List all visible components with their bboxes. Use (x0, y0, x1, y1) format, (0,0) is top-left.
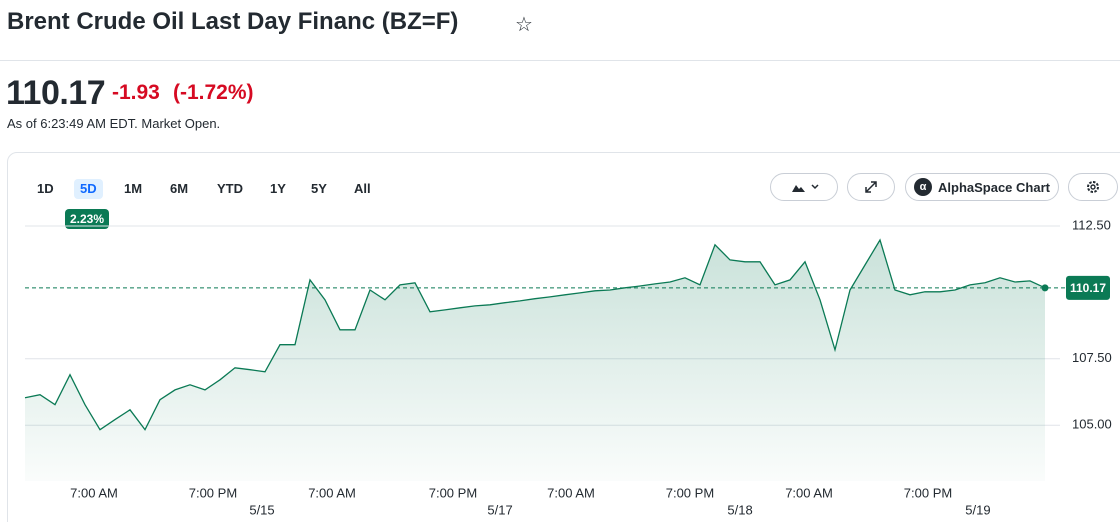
y-tick-label: 105.00 (1072, 417, 1112, 432)
price-change: -1.93 (112, 81, 160, 104)
divider (0, 60, 1120, 61)
x-tick-label: 7:00 PM (429, 485, 477, 500)
x-tick-label: 7:00 AM (785, 485, 833, 500)
date-label: 5/17 (487, 502, 512, 517)
x-tick-label: 7:00 AM (70, 485, 118, 500)
area-fill (25, 240, 1045, 481)
x-tick-label: 7:00 PM (666, 485, 714, 500)
icon: α (914, 178, 932, 196)
quote-title: Brent Crude Oil Last Day Financ (BZ=F) (7, 8, 459, 35)
price-line (24, 238, 1046, 431)
range-change: 2.23% (65, 209, 110, 229)
range-button[interactable]: YTD (217, 181, 243, 196)
range-button[interactable]: 6M (170, 181, 189, 196)
range-button[interactable]: 1M (124, 181, 143, 196)
date-label: 5/15 (249, 502, 274, 517)
range-button[interactable]: 5Y (311, 181, 327, 196)
range-button[interactable]: 5D (74, 179, 103, 199)
x-tick-label: 7:00 PM (904, 485, 952, 500)
chart-card (7, 152, 1120, 522)
date-label: 5/19 (965, 502, 990, 517)
last-price-label: 110.17 (1070, 281, 1106, 295)
alphaspace-button[interactable]: α AlphaSpace Chart (905, 173, 1059, 201)
button-label: AlphaSpace Chart (938, 179, 1050, 195)
x-tick-label: 7:00 AM (547, 485, 595, 500)
expand-button[interactable] (847, 173, 895, 201)
range-button[interactable]: All (354, 181, 371, 196)
range-button[interactable]: 1Y (270, 181, 286, 196)
icon (792, 184, 819, 192)
watchlist-star[interactable]: ☆ (515, 14, 533, 36)
last-price-pill (1066, 275, 1110, 300)
last-price-dot (1041, 284, 1049, 292)
chart-type-button[interactable] (770, 173, 838, 201)
price: 110.17 (6, 74, 106, 112)
icon (865, 181, 877, 193)
y-tick-label: 107.50 (1072, 350, 1112, 365)
x-tick-label: 7:00 PM (189, 485, 237, 500)
y-tick-label: 112.50 (1072, 217, 1111, 232)
percent-change: (-1.72%) (173, 81, 254, 104)
icon (1087, 181, 1099, 193)
date-label: 5/18 (727, 502, 752, 517)
x-tick-label: 7:00 AM (308, 485, 356, 500)
settings-button[interactable] (1068, 173, 1118, 201)
range-button[interactable]: 1D (37, 181, 54, 196)
as-of: As of 6:23:49 AM EDT. Market Open. (7, 116, 221, 131)
